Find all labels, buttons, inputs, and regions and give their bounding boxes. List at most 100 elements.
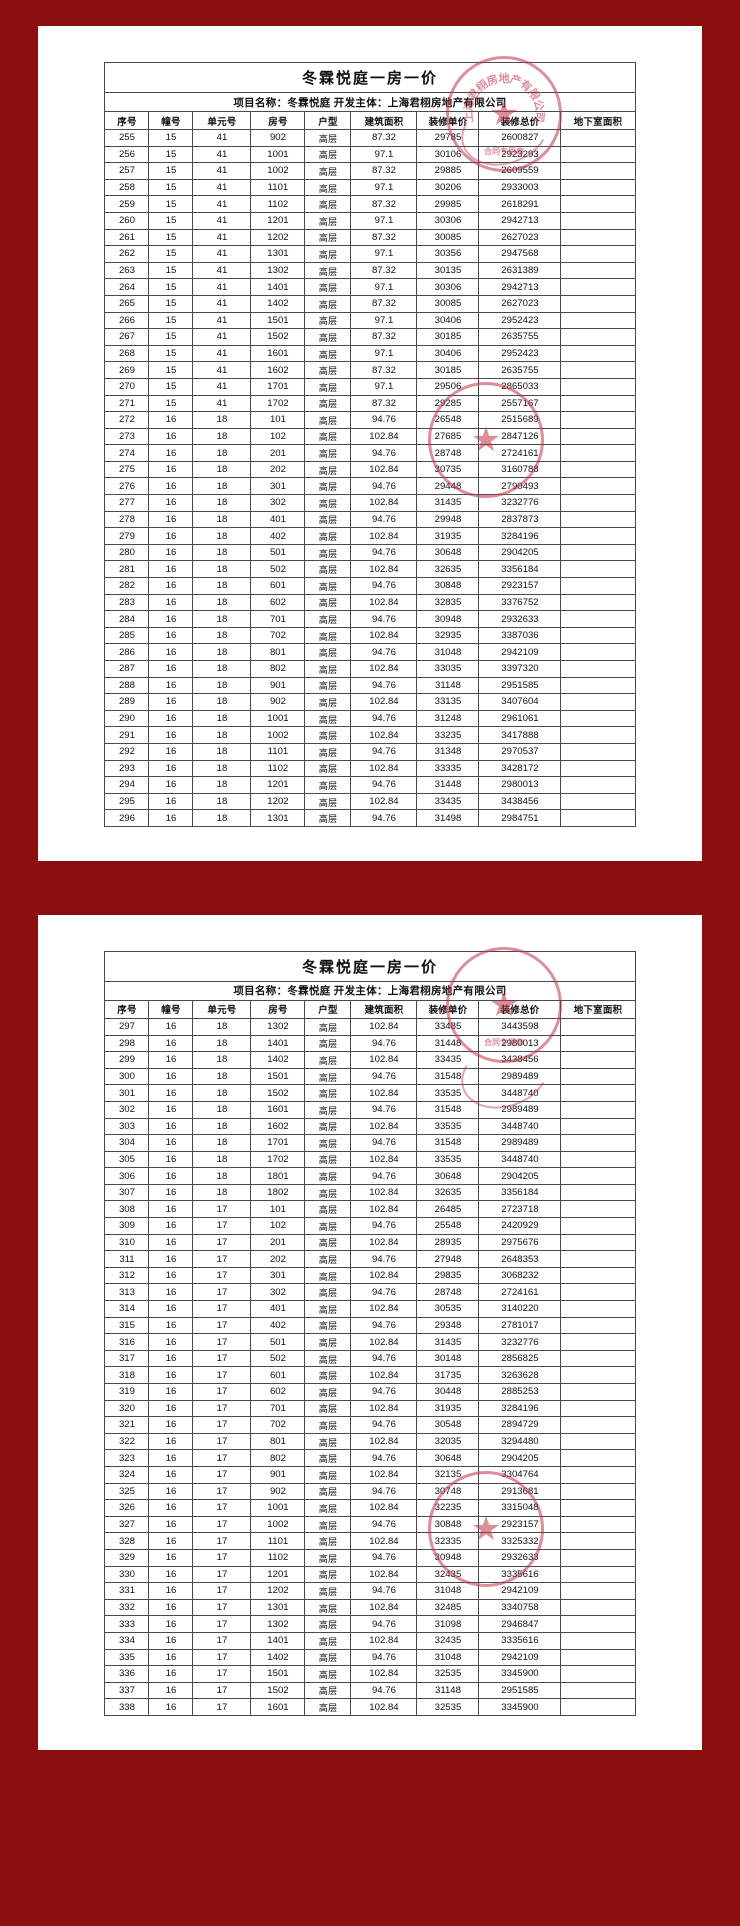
cell-index: 317 xyxy=(104,1349,150,1368)
cell-index: 298 xyxy=(104,1034,150,1053)
cell-basement-area xyxy=(560,1383,636,1401)
cell-index: 284 xyxy=(104,610,150,628)
cell-unit-price: 30148 xyxy=(416,1349,480,1368)
cell-basement-area xyxy=(560,1034,636,1053)
cell-area: 102.84 xyxy=(350,1698,418,1716)
cell-index: 280 xyxy=(104,543,150,562)
table-row: 307 16 18 1802 高层 102.84 32635 3356184 xyxy=(104,1183,636,1202)
cell-total-price: 3335616 xyxy=(478,1565,562,1584)
cell-basement-area xyxy=(560,809,636,827)
cell-room: 202 xyxy=(250,1250,306,1268)
cell-basement-area xyxy=(560,1698,636,1716)
table-row: 318 16 17 601 高层 102.84 31735 3263628 xyxy=(104,1366,636,1384)
cell-basement-area xyxy=(560,726,636,744)
cell-building: 15 xyxy=(148,145,194,164)
cell-building: 16 xyxy=(148,593,194,612)
cell-area: 102.84 xyxy=(350,560,418,579)
cell-basement-area xyxy=(560,1200,636,1219)
cell-index: 274 xyxy=(104,444,150,462)
cell-room: 1402 xyxy=(250,294,306,313)
cell-building: 16 xyxy=(148,477,194,496)
cell-basement-area xyxy=(560,543,636,562)
table-row: 304 16 18 1701 高层 94.76 31548 2989489 xyxy=(104,1134,636,1152)
cell-room: 1302 xyxy=(250,261,306,280)
cell-unit-price: 30306 xyxy=(416,211,480,230)
cell-index: 328 xyxy=(104,1532,150,1550)
table-row: 282 16 18 601 高层 94.76 30848 2923157 xyxy=(104,577,636,595)
cell-room: 1301 xyxy=(250,245,306,263)
cell-unit-price: 32135 xyxy=(416,1465,480,1484)
cell-type: 高层 xyxy=(304,1316,352,1335)
cell-unit: 18 xyxy=(192,610,252,628)
cell-unit: 17 xyxy=(192,1532,252,1550)
cell-index: 305 xyxy=(104,1150,150,1169)
cell-unit: 18 xyxy=(192,759,252,778)
cell-type: 高层 xyxy=(304,294,352,313)
cell-unit: 41 xyxy=(192,211,252,230)
cell-total-price: 2923293 xyxy=(478,145,562,164)
cell-basement-area xyxy=(560,709,636,728)
cell-area: 102.84 xyxy=(350,726,418,744)
cell-room: 1301 xyxy=(250,1598,306,1617)
cell-area: 94.76 xyxy=(350,1648,418,1667)
cell-building: 16 xyxy=(148,693,194,711)
cell-building: 15 xyxy=(148,228,194,247)
table-row: 300 16 18 1501 高层 94.76 31548 2989489 xyxy=(104,1067,636,1086)
cell-total-price: 2942109 xyxy=(478,1582,562,1600)
cell-index: 334 xyxy=(104,1631,150,1650)
cell-index: 279 xyxy=(104,527,150,545)
cell-type: 高层 xyxy=(304,1034,352,1053)
cell-index: 308 xyxy=(104,1200,150,1219)
table-body-2: 冬霖悦庭一房一价 项目名称：冬霖悦庭 开发主体：上海君栩房地产有限公司 序号 幢… xyxy=(104,950,636,1716)
cell-unit-price: 32435 xyxy=(416,1565,480,1584)
cell-total-price: 2946847 xyxy=(478,1615,562,1633)
cell-room: 1802 xyxy=(250,1183,306,1202)
cell-unit: 18 xyxy=(192,726,252,744)
cell-type: 高层 xyxy=(304,1698,352,1716)
cell-type: 高层 xyxy=(304,1615,352,1633)
cell-room: 1201 xyxy=(250,776,306,794)
cell-unit: 17 xyxy=(192,1383,252,1401)
cell-basement-area xyxy=(560,344,636,363)
cell-basement-area xyxy=(560,261,636,280)
table-row: 330 16 17 1201 高层 102.84 32435 3335616 xyxy=(104,1565,636,1584)
cell-building: 16 xyxy=(148,543,194,562)
table-row: 297 16 18 1302 高层 102.84 33485 3443598 xyxy=(104,1017,636,1036)
cell-total-price: 3356184 xyxy=(478,1183,562,1202)
cell-area: 87.32 xyxy=(350,361,418,379)
cell-type: 高层 xyxy=(304,543,352,562)
cell-unit: 41 xyxy=(192,294,252,313)
cell-unit: 17 xyxy=(192,1399,252,1418)
cell-index: 281 xyxy=(104,560,150,579)
table-row: 268 15 41 1601 高层 97.1 30406 2952423 xyxy=(104,344,636,363)
cell-building: 16 xyxy=(148,1100,194,1119)
table-row: 277 16 18 302 高层 102.84 31435 3232776 xyxy=(104,494,636,512)
cell-unit-price: 30135 xyxy=(416,261,480,280)
cell-building: 16 xyxy=(148,444,194,462)
cell-index: 287 xyxy=(104,660,150,678)
cell-total-price: 2420929 xyxy=(478,1217,562,1235)
cell-total-price: 2648353 xyxy=(478,1250,562,1268)
table-row: 299 16 18 1402 高层 102.84 33435 3438456 xyxy=(104,1051,636,1069)
price-table-page-1: 冬霖悦庭一房一价 项目名称：冬霖悦庭 开发主体：上海君栩房地产有限公司 序号 幢… xyxy=(104,62,636,827)
cell-area: 94.76 xyxy=(350,1100,418,1119)
cell-area: 102.84 xyxy=(350,1366,418,1384)
cell-index: 338 xyxy=(104,1698,150,1716)
table-row: 263 15 41 1302 高层 87.32 30135 2631389 xyxy=(104,261,636,280)
cell-total-price: 3140220 xyxy=(478,1300,562,1318)
cell-room: 1302 xyxy=(250,1615,306,1633)
cell-type: 高层 xyxy=(304,1167,352,1185)
cell-basement-area xyxy=(560,278,636,296)
cell-basement-area xyxy=(560,577,636,595)
cell-unit: 18 xyxy=(192,626,252,645)
cell-unit: 17 xyxy=(192,1499,252,1517)
table-row: 322 16 17 801 高层 102.84 32035 3294480 xyxy=(104,1432,636,1451)
cell-total-price: 2961061 xyxy=(478,709,562,728)
cell-basement-area xyxy=(560,1333,636,1351)
table-row: 288 16 18 901 高层 94.76 31148 2951585 xyxy=(104,676,636,695)
cell-index: 297 xyxy=(104,1017,150,1036)
cell-index: 265 xyxy=(104,294,150,313)
cell-unit: 17 xyxy=(192,1548,252,1567)
cell-unit: 18 xyxy=(192,742,252,761)
column-header-area: 建筑面积 xyxy=(350,111,418,130)
